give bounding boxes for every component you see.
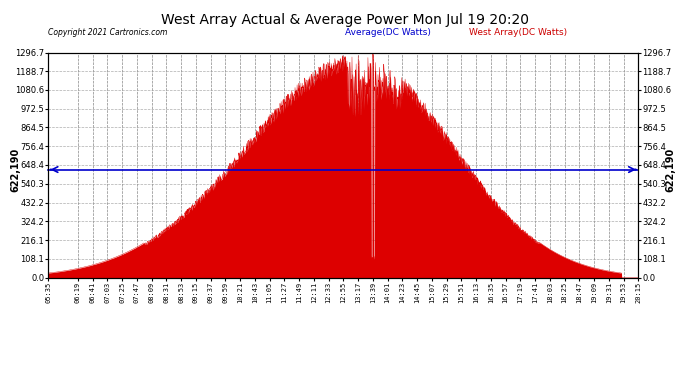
Text: West Array Actual & Average Power Mon Jul 19 20:20: West Array Actual & Average Power Mon Ju…: [161, 13, 529, 27]
Text: Average(DC Watts): Average(DC Watts): [345, 28, 431, 37]
Text: 622,190: 622,190: [666, 147, 676, 192]
Text: 622,190: 622,190: [11, 147, 21, 192]
Text: West Array(DC Watts): West Array(DC Watts): [469, 28, 567, 37]
Text: Copyright 2021 Cartronics.com: Copyright 2021 Cartronics.com: [48, 28, 168, 37]
